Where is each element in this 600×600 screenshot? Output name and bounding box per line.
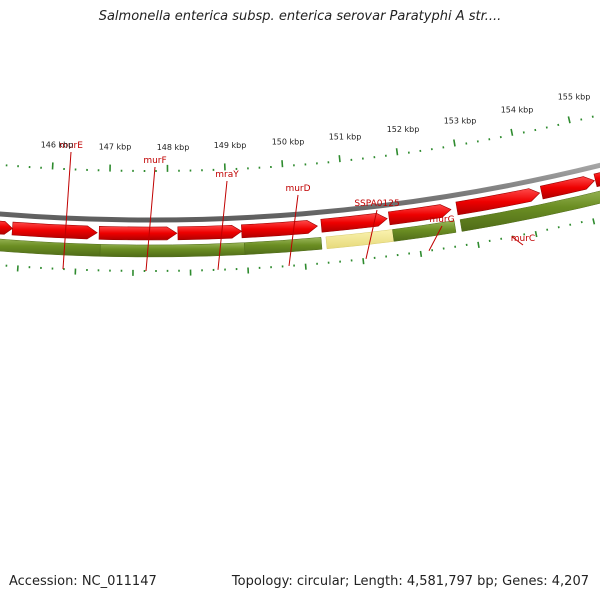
genome-info-text: Topology: circular; Length: 4,581,797 bp…	[231, 574, 589, 589]
gene-segment-1[interactable]	[0, 237, 101, 257]
cds-arrow[interactable]	[320, 213, 388, 233]
gene-label-mure[interactable]: murE	[59, 141, 83, 151]
gene-segment-3[interactable]	[244, 237, 323, 255]
gene-track	[0, 187, 600, 258]
scale-label: 150 kbp	[272, 138, 305, 147]
cds-arrow[interactable]	[388, 204, 452, 226]
gene-leader-line	[62, 151, 72, 270]
cds-arrow[interactable]	[593, 170, 600, 188]
gene-label-murf[interactable]: murF	[143, 156, 166, 166]
scale-tick	[395, 148, 399, 156]
tick-marks	[5, 115, 596, 276]
backbone-track	[0, 162, 600, 223]
scale-tick	[453, 139, 456, 147]
scale-label: 153 kbp	[444, 116, 477, 125]
outer-tick	[362, 258, 365, 265]
backbone-line	[0, 162, 600, 223]
scale-labels: 146 kbp 147 kbp 148 kbp 149 kbp 150 kbp 151 k…	[41, 93, 591, 152]
scale-label: 154 kbp	[501, 105, 534, 114]
gene-label-sspa0125[interactable]: SSPA0125	[354, 199, 399, 209]
cds-arrow[interactable]	[455, 188, 541, 216]
outer-tick	[477, 241, 480, 248]
gene-label-murd[interactable]: murD	[285, 184, 310, 194]
gene-segment-sspa0125[interactable]	[325, 229, 395, 250]
gene-label-mray[interactable]: mraY	[215, 170, 239, 180]
gene-labels: murE murF mraY murD SSPA0125 murG murC	[59, 141, 535, 272]
map-title: Salmonella enterica subsp. enterica sero…	[98, 9, 502, 24]
gene-segment-4[interactable]	[392, 220, 457, 242]
cds-arrow[interactable]	[98, 226, 178, 241]
cds-arrow[interactable]	[11, 221, 98, 240]
cds-arrow[interactable]	[241, 220, 318, 239]
gene-leader-line	[217, 180, 228, 270]
gene-leader-line	[511, 236, 524, 246]
accession-text: Accession: NC_011147	[9, 574, 157, 589]
cds-track	[0, 170, 600, 241]
scale-tick	[338, 155, 341, 163]
gene-label-murg[interactable]: murG	[429, 215, 454, 225]
gene-leader-line	[428, 225, 443, 251]
scale-label: 146 kbp	[41, 141, 74, 150]
gene-leader-line	[365, 209, 378, 259]
gene-leader-line	[288, 194, 299, 267]
scale-label: 147 kbp	[99, 143, 132, 152]
cds-arrow[interactable]	[177, 224, 243, 241]
scale-tick	[567, 116, 571, 124]
scale-label: 148 kbp	[157, 143, 190, 152]
gene-segment-2[interactable]	[99, 242, 246, 258]
scale-label: 149 kbp	[214, 141, 247, 150]
cds-arrow[interactable]	[539, 176, 596, 200]
outer-tick	[592, 218, 596, 225]
scale-label: 152 kbp	[387, 125, 420, 134]
outer-tick	[419, 250, 423, 258]
scale-tick	[510, 128, 514, 136]
gene-leader-line	[145, 166, 156, 272]
scale-tick	[281, 160, 284, 168]
cds-arrow[interactable]	[0, 219, 13, 235]
outer-tick	[534, 230, 538, 238]
gene-segment-5[interactable]	[459, 187, 600, 232]
scale-label: 151 kbp	[329, 132, 362, 141]
gene-label-murc[interactable]: murC	[511, 234, 535, 244]
scale-label: 155 kbp	[558, 93, 591, 102]
